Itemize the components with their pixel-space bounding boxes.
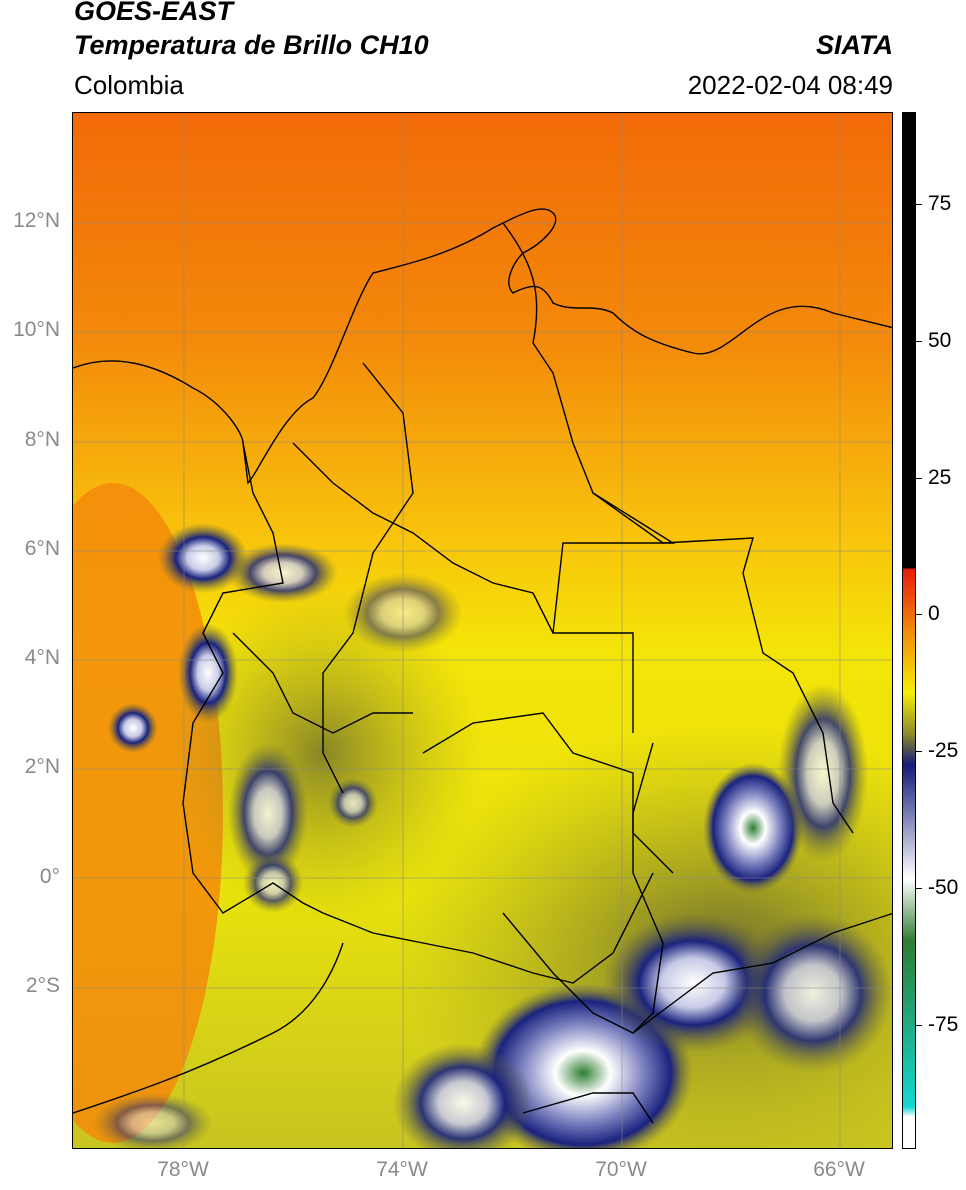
map-svg xyxy=(73,113,892,1148)
region-label: Colombia xyxy=(74,70,184,100)
lon-label-66w: 66°W xyxy=(813,1158,865,1181)
colorbar-label-minus50: -50 xyxy=(928,876,959,899)
colorbar-tick xyxy=(916,341,922,342)
lat-label-6n: 6°N xyxy=(24,537,60,560)
lat-label-0: 0° xyxy=(39,865,60,888)
colorbar-tick xyxy=(916,751,922,752)
colorbar-label-minus25: -25 xyxy=(928,739,959,762)
lat-label-12n: 12°N xyxy=(13,209,60,232)
lon-label-78w: 78°W xyxy=(157,1158,209,1181)
colorbar-tick xyxy=(916,888,922,889)
lat-label-2n: 2°N xyxy=(24,755,60,778)
lon-label-70w: 70°W xyxy=(595,1158,647,1181)
datetime-label: 2022-02-04 08:49 xyxy=(687,70,893,100)
lat-label-8n: 8°N xyxy=(24,428,60,451)
source-label: SIATA xyxy=(816,30,893,60)
colorbar xyxy=(902,112,916,1149)
lat-label-2s: 2°S xyxy=(25,974,60,997)
colorbar-tick xyxy=(916,204,922,205)
colorbar-label-0: 0 xyxy=(928,602,940,625)
colorbar-label-minus75: -75 xyxy=(928,1013,959,1036)
colorbar-tick xyxy=(916,614,922,615)
graticule xyxy=(73,113,892,1148)
colorbar-label-50: 50 xyxy=(928,329,952,352)
colorbar-tick xyxy=(916,1025,922,1026)
satellite-map[interactable] xyxy=(72,112,893,1149)
colorbar-tick xyxy=(916,478,922,479)
lon-label-74w: 74°W xyxy=(376,1158,428,1181)
title-satellite: GOES-EAST xyxy=(74,0,234,26)
lat-label-10n: 10°N xyxy=(13,318,60,341)
colorbar-label-25: 25 xyxy=(928,466,952,489)
cloud-clusters xyxy=(93,523,892,1148)
colorbar-label-75: 75 xyxy=(928,192,952,215)
lat-label-4n: 4°N xyxy=(24,646,60,669)
borders xyxy=(73,208,892,1124)
title-product: Temperatura de Brillo CH10 xyxy=(74,30,429,60)
